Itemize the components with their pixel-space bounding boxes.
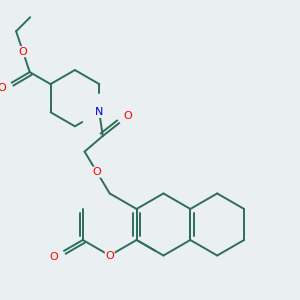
Text: O: O — [0, 83, 6, 94]
Text: O: O — [50, 251, 58, 262]
Text: O: O — [105, 250, 114, 260]
Text: O: O — [124, 111, 133, 121]
Text: N: N — [95, 107, 103, 117]
Text: O: O — [93, 167, 101, 177]
Text: O: O — [19, 47, 27, 57]
Text: N: N — [95, 107, 103, 117]
